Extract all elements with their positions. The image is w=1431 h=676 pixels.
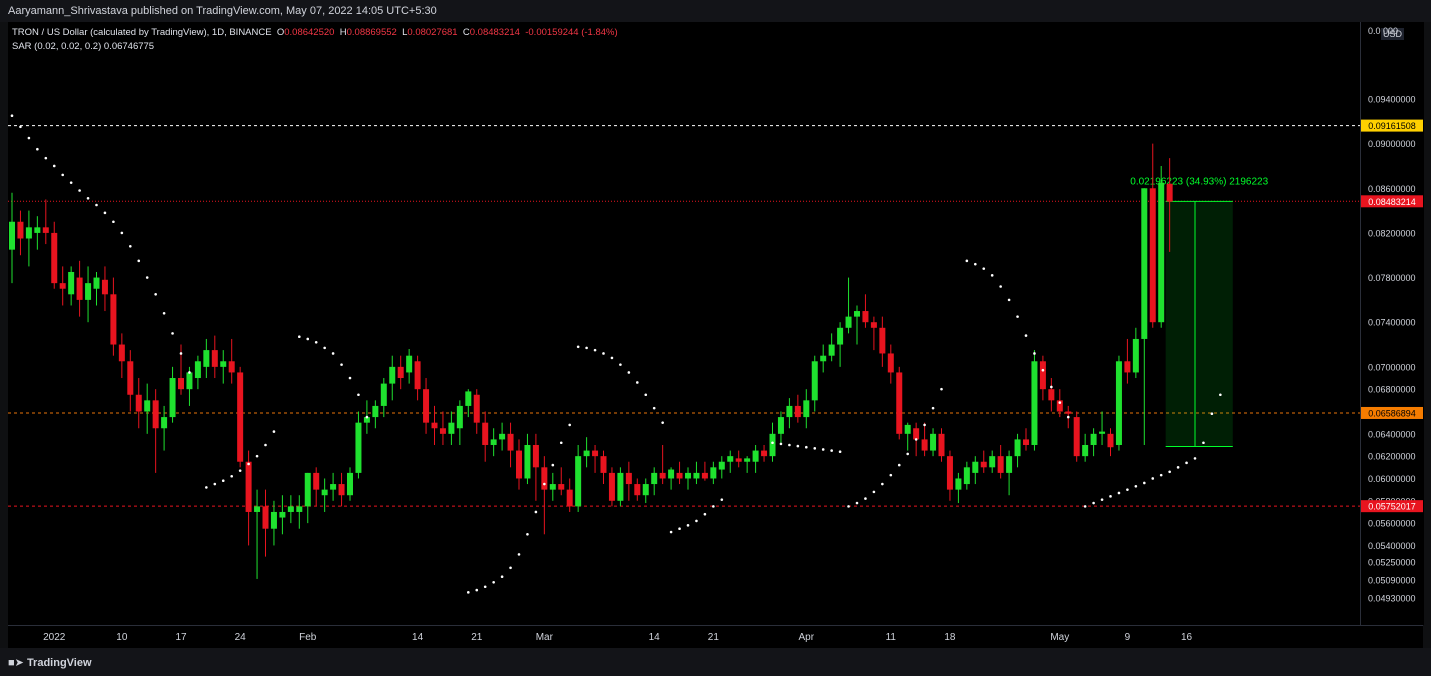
currency-badge[interactable]: USD [1381, 28, 1405, 40]
symbol-title: TRON / US Dollar (calculated by TradingV… [12, 27, 272, 38]
publisher-bar: Aaryamann_Shrivastava published on Tradi… [0, 0, 1431, 22]
close-label: C [462, 27, 470, 38]
price-scale[interactable] [1360, 22, 1424, 625]
low-label: L [402, 27, 408, 38]
chart-pane[interactable] [8, 22, 1360, 625]
tradingview-logo-text: TradingView [26, 657, 92, 669]
publisher-line: Aaryamann_Shrivastava published on Tradi… [8, 5, 437, 17]
sar-value: 0.06746775 [103, 41, 155, 52]
low-value: 0.08027681 [407, 27, 458, 38]
close-value: 0.08483214 [469, 27, 520, 38]
open-value: 0.08642520 [284, 27, 335, 38]
high-label: H [339, 27, 347, 38]
high-value: 0.08869552 [346, 27, 397, 38]
time-scale[interactable] [8, 625, 1423, 649]
footer-bar [0, 648, 1431, 676]
tradingview-logo-icon: ■➤ [8, 657, 24, 669]
sar-label: SAR (0.02, 0.02, 0.2) [12, 41, 102, 52]
symbol-legend: TRON / US Dollar (calculated by TradingV… [12, 27, 618, 38]
open-label: O [276, 27, 285, 38]
sar-legend: SAR (0.02, 0.02, 0.2) 0.06746775 [12, 41, 154, 52]
tradingview-logo[interactable]: ■➤ TradingView [8, 656, 92, 669]
change-value: -0.00159244 (-1.84%) [525, 27, 618, 38]
